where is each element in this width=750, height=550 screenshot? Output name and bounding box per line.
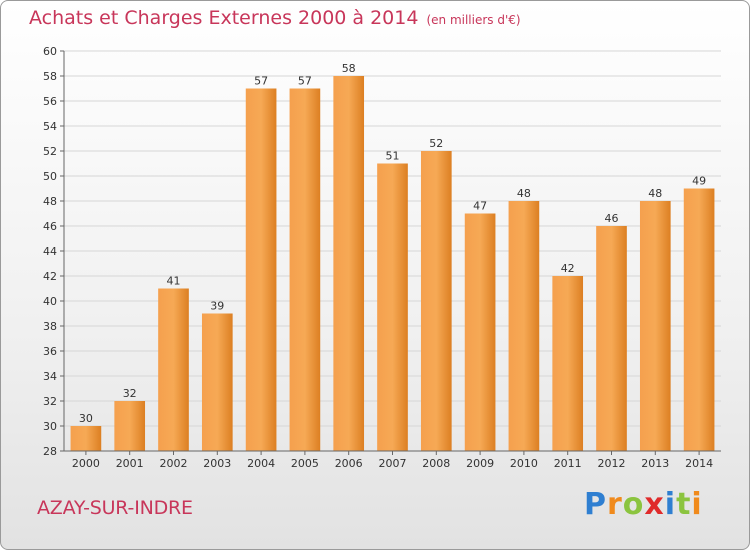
bar — [683, 188, 715, 451]
bar — [464, 213, 496, 451]
y-tick-label: 58 — [43, 70, 57, 83]
bar — [158, 288, 189, 451]
bar — [114, 401, 146, 451]
bar-value-label: 51 — [386, 150, 400, 163]
logo-letter: i — [664, 487, 677, 522]
logo-letter: t — [676, 487, 692, 522]
y-tick-label: 60 — [43, 45, 57, 58]
x-tick-label: 2012 — [598, 457, 626, 470]
bar — [245, 88, 277, 451]
bar — [596, 226, 627, 451]
bar — [333, 76, 365, 451]
bar — [201, 313, 233, 451]
bar-value-label: 48 — [517, 187, 531, 200]
bar — [377, 163, 408, 451]
y-tick-label: 28 — [43, 445, 57, 458]
bar-layer: 30 32 41 39 57 57 58 51 52 47 48 42 46 48 49 — [70, 62, 715, 451]
y-tick-label: 30 — [43, 420, 57, 433]
bar — [639, 201, 671, 451]
x-tick-label: 2004 — [247, 457, 275, 470]
bar — [552, 276, 584, 451]
y-tick-label: 36 — [43, 345, 57, 358]
logo-letter: i — [691, 487, 703, 522]
logo-letter: x — [644, 487, 665, 522]
bar — [508, 201, 540, 451]
y-tick-label: 32 — [43, 395, 57, 408]
bar — [420, 151, 452, 451]
bar-value-label: 58 — [342, 62, 356, 75]
x-tick-label: 2008 — [422, 457, 450, 470]
bar — [70, 426, 102, 451]
bar-value-label: 41 — [167, 275, 181, 288]
y-tick-label: 56 — [43, 95, 57, 108]
x-tick-label: 2005 — [291, 457, 319, 470]
y-tick-label: 40 — [43, 295, 57, 308]
bar-value-label: 32 — [123, 387, 137, 400]
x-tick-label: 2014 — [685, 457, 713, 470]
x-tick-label: 2009 — [466, 457, 494, 470]
x-tick-label: 2003 — [203, 457, 231, 470]
x-tick-label: 2000 — [72, 457, 100, 470]
x-tick-label: 2006 — [335, 457, 363, 470]
y-tick-label: 46 — [43, 220, 57, 233]
y-tick-label: 34 — [43, 370, 57, 383]
x-tick-label: 2011 — [554, 457, 582, 470]
location-label: AZAY-SUR-INDRE — [37, 497, 193, 519]
bar-value-label: 47 — [473, 200, 487, 213]
logo-letter: o — [622, 487, 645, 522]
x-tick-label: 2010 — [510, 457, 538, 470]
bar-value-label: 49 — [692, 175, 706, 188]
y-tick-label: 38 — [43, 320, 57, 333]
bar-value-label: 39 — [210, 300, 224, 313]
y-tick-label: 48 — [43, 195, 57, 208]
bar-value-label: 42 — [561, 262, 575, 275]
x-tick-label: 2002 — [160, 457, 188, 470]
bar — [289, 88, 321, 451]
x-tick-label: 2001 — [116, 457, 144, 470]
proxiti-logo[interactable]: Proxiti — [584, 487, 703, 522]
chart-title: Achats et Charges Externes 2000 à 2014 (e… — [29, 7, 521, 29]
y-tick-label: 52 — [43, 145, 57, 158]
y-tick-label: 54 — [43, 120, 57, 133]
bar-value-label: 48 — [648, 187, 662, 200]
x-tick-label: 2013 — [641, 457, 669, 470]
bar-value-label: 57 — [298, 75, 312, 88]
bar-value-label: 57 — [254, 75, 268, 88]
y-tick-label: 42 — [43, 270, 57, 283]
bar-value-label: 46 — [605, 212, 619, 225]
logo-letter: r — [607, 487, 623, 522]
y-tick-label: 44 — [43, 245, 57, 258]
logo-letter: P — [584, 487, 607, 522]
unit-note: (en milliers d'€) — [426, 13, 521, 27]
bar-value-label: 30 — [79, 412, 93, 425]
y-tick-label: 50 — [43, 170, 57, 183]
x-tick-label: 2007 — [379, 457, 407, 470]
axis-layer: 28 30 32 34 36 38 40 42 44 46 48 50 52 54 56 58 60 2000 20… — [43, 45, 721, 470]
title-text: Achats et Charges Externes 2000 à 2014 — [29, 7, 419, 29]
bar-value-label: 52 — [429, 137, 443, 150]
